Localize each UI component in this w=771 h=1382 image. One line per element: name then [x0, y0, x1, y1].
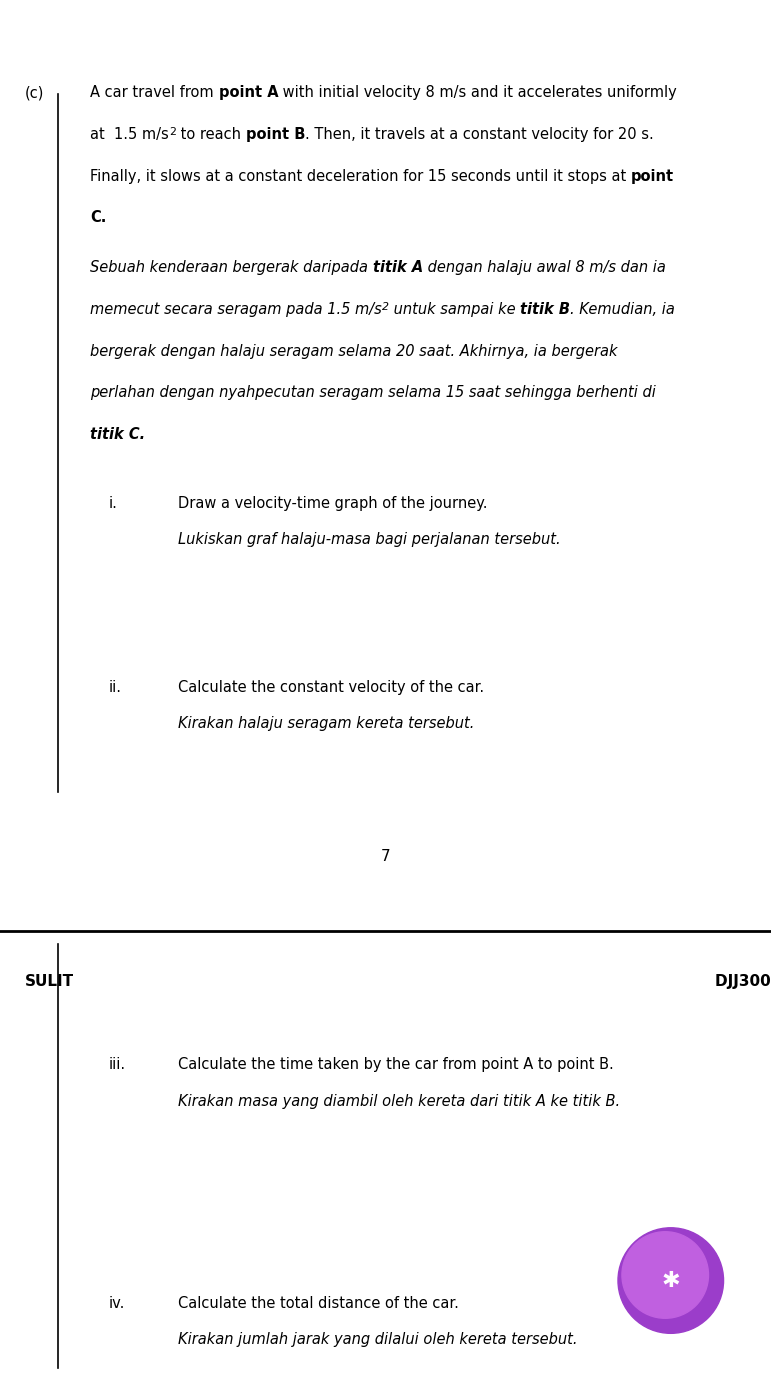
Text: Kirakan halaju seragam kereta tersebut.: Kirakan halaju seragam kereta tersebut.: [178, 716, 474, 731]
Text: (c): (c): [25, 86, 45, 101]
Text: Calculate the time taken by the car from point A to point B.: Calculate the time taken by the car from…: [178, 1057, 614, 1072]
Text: Kirakan jumlah jarak yang dilalui oleh kereta tersebut.: Kirakan jumlah jarak yang dilalui oleh k…: [178, 1332, 577, 1347]
Text: 2: 2: [382, 301, 389, 312]
Text: Kirakan masa yang diambil oleh kereta dari titik A ke titik B.: Kirakan masa yang diambil oleh kereta da…: [178, 1093, 620, 1108]
Text: Lukiskan graf halaju-masa bagi perjalanan tersebut.: Lukiskan graf halaju-masa bagi perjalana…: [178, 532, 561, 547]
Text: Sebuah kenderaan bergerak daripada: Sebuah kenderaan bergerak daripada: [90, 260, 373, 275]
Text: point: point: [631, 169, 675, 184]
Text: with initial velocity 8 m/s and it accelerates uniformly: with initial velocity 8 m/s and it accel…: [278, 86, 677, 101]
Text: 2: 2: [169, 127, 176, 137]
Circle shape: [618, 1227, 723, 1334]
Text: titik C.: titik C.: [90, 427, 146, 442]
Text: point B: point B: [245, 127, 305, 142]
Text: point A: point A: [218, 86, 278, 101]
Text: SULIT: SULIT: [25, 974, 74, 990]
Text: C.: C.: [90, 210, 106, 225]
Text: A car travel from: A car travel from: [90, 86, 218, 101]
Text: Calculate the total distance of the car.: Calculate the total distance of the car.: [178, 1296, 459, 1312]
Text: iii.: iii.: [109, 1057, 126, 1072]
Text: to reach: to reach: [176, 127, 245, 142]
Text: ✱: ✱: [662, 1270, 680, 1291]
Text: Draw a velocity-time graph of the journey.: Draw a velocity-time graph of the journe…: [178, 496, 487, 511]
Circle shape: [622, 1231, 709, 1318]
Text: . Kemudian, ia: . Kemudian, ia: [571, 301, 675, 316]
Text: untuk sampai ke: untuk sampai ke: [389, 301, 520, 316]
Text: DJJ30093: ENGINEERING MECHANICS: DJJ30093: ENGINEERING MECHANICS: [715, 974, 771, 990]
Text: iv.: iv.: [109, 1296, 125, 1312]
Text: memecut secara seragam pada 1.5 m/s: memecut secara seragam pada 1.5 m/s: [90, 301, 382, 316]
Text: 7: 7: [381, 849, 390, 864]
Text: i.: i.: [109, 496, 117, 511]
Text: Finally, it slows at a constant deceleration for 15 seconds until it stops at: Finally, it slows at a constant decelera…: [90, 169, 631, 184]
Text: dengan halaju awal 8 m/s dan ia: dengan halaju awal 8 m/s dan ia: [423, 260, 666, 275]
Text: titik B: titik B: [520, 301, 571, 316]
Text: bergerak dengan halaju seragam selama 20 saat. Akhirnya, ia bergerak: bergerak dengan halaju seragam selama 20…: [90, 344, 618, 358]
Text: at  1.5 m/s: at 1.5 m/s: [90, 127, 169, 142]
Text: perlahan dengan nyahpecutan seragam selama 15 saat sehingga berhenti di: perlahan dengan nyahpecutan seragam sela…: [90, 386, 656, 401]
Text: . Then, it travels at a constant velocity for 20 s.: . Then, it travels at a constant velocit…: [305, 127, 654, 142]
Text: titik A: titik A: [373, 260, 423, 275]
Text: ii.: ii.: [109, 680, 121, 695]
Text: Calculate the constant velocity of the car.: Calculate the constant velocity of the c…: [178, 680, 484, 695]
